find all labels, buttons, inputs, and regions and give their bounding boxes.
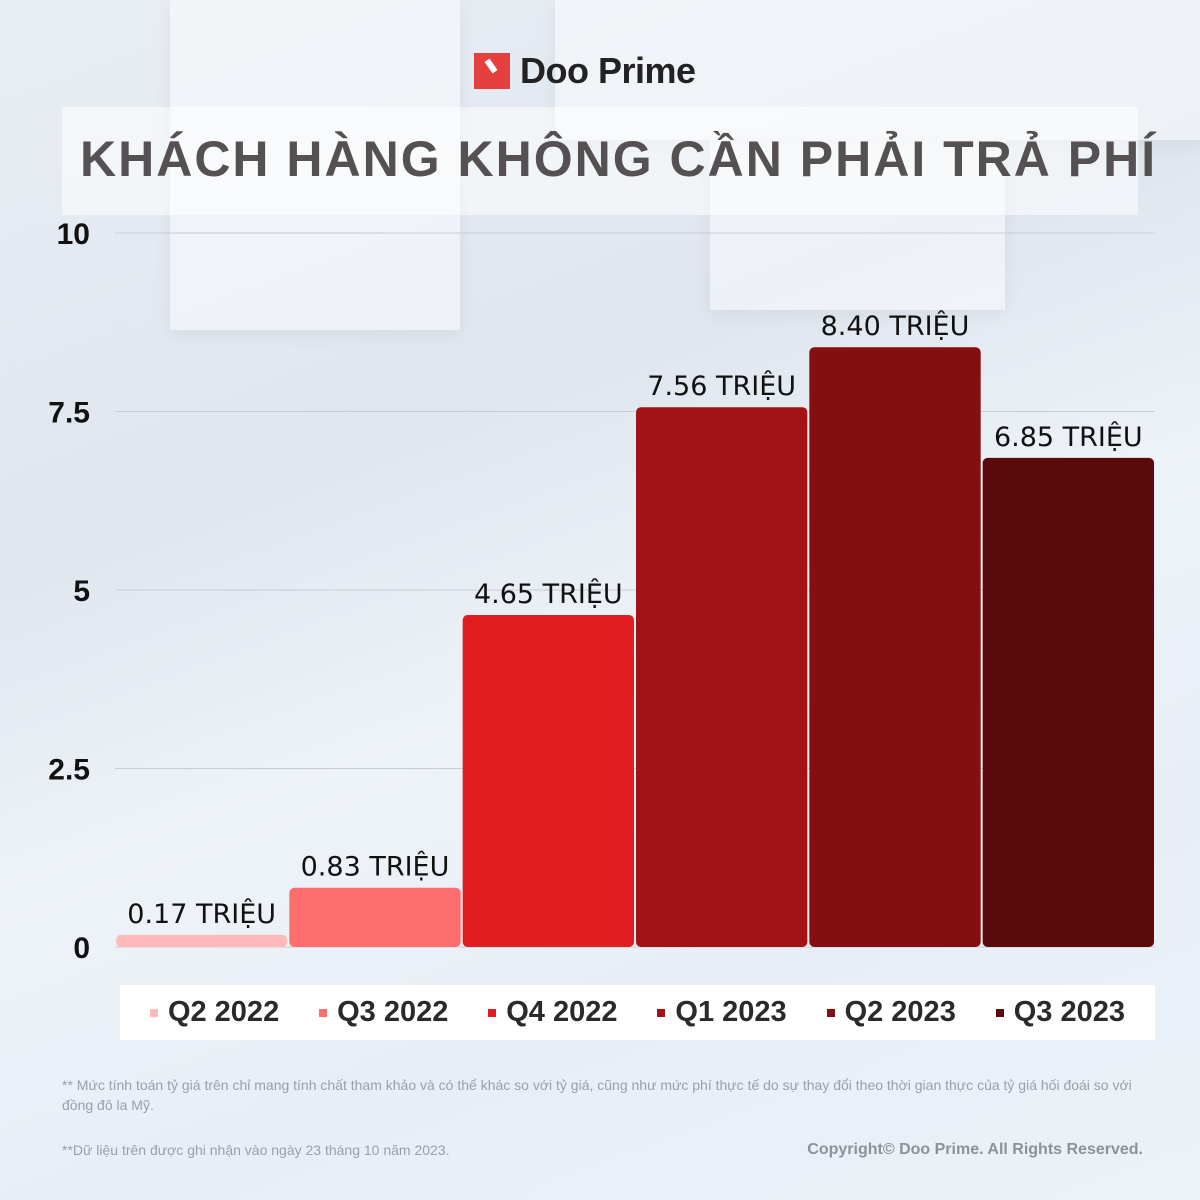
legend-swatch (826, 1008, 835, 1017)
data-label: 4.65 TRIỆU (474, 578, 623, 610)
legend-item: Q3 2023 (995, 996, 1125, 1029)
legend-swatch (319, 1008, 328, 1017)
data-label: 0.17 TRIỆU (127, 898, 276, 930)
bar (636, 407, 808, 947)
legend-swatch (657, 1008, 666, 1017)
data-label: 7.56 TRIỆU (647, 370, 796, 402)
brand-logo: Doo Prime (474, 50, 696, 92)
bar (289, 887, 461, 947)
legend-item: Q3 2022 (319, 996, 448, 1029)
y-tick-label: 7.5 (48, 397, 90, 430)
legend-label: Q1 2023 (675, 996, 787, 1028)
brand-name: Doo Prime (520, 50, 696, 91)
data-label: 6.85 TRIỆU (994, 421, 1143, 453)
y-tick-label: 2.5 (48, 754, 90, 787)
bar (116, 934, 288, 947)
doo-prime-logo-icon (474, 53, 510, 89)
legend-item: Q4 2022 (488, 996, 618, 1029)
legend-label: Q3 2022 (337, 996, 449, 1028)
copyright: Copyright© Doo Prime. All Rights Reserve… (807, 1141, 1143, 1158)
title-banner (62, 107, 1138, 215)
legend-swatch (488, 1008, 497, 1017)
legend-item: Q2 2023 (826, 996, 956, 1029)
bar (982, 457, 1154, 947)
legend-label: Q4 2022 (506, 996, 618, 1028)
y-tick-label: 0 (73, 932, 90, 965)
y-tick-label: 5 (73, 575, 90, 608)
legend-item: Q1 2023 (657, 996, 787, 1029)
y-tick-label: 10 (57, 218, 90, 251)
chart-title: KHÁCH HÀNG KHÔNG CẦN PHẢI TRẢ PHÍ (80, 131, 1158, 187)
legend-item: Q2 2022 (149, 996, 280, 1029)
bar (462, 614, 634, 947)
data-label: 8.40 TRIỆU (821, 310, 970, 342)
legend-label: Q2 2023 (844, 996, 956, 1028)
legend-swatch (995, 1008, 1004, 1017)
legend: Q2 2022 Q3 2022 Q4 2022 Q1 2023 Q2 2023 Q3 20… (120, 985, 1155, 1040)
legend-label: Q3 2023 (1013, 996, 1125, 1028)
bar (809, 347, 981, 947)
legend-label: Q2 2022 (167, 996, 280, 1028)
footnote-date: **Dữ liệu trên được ghi nhận vào ngày 23… (62, 1142, 450, 1158)
footnote-disclaimer: ** Mức tính toán tỷ giá trên chỉ mang tí… (62, 1077, 1132, 1113)
legend-swatch (149, 1008, 158, 1017)
data-label: 0.83 TRIỆU (301, 851, 450, 883)
